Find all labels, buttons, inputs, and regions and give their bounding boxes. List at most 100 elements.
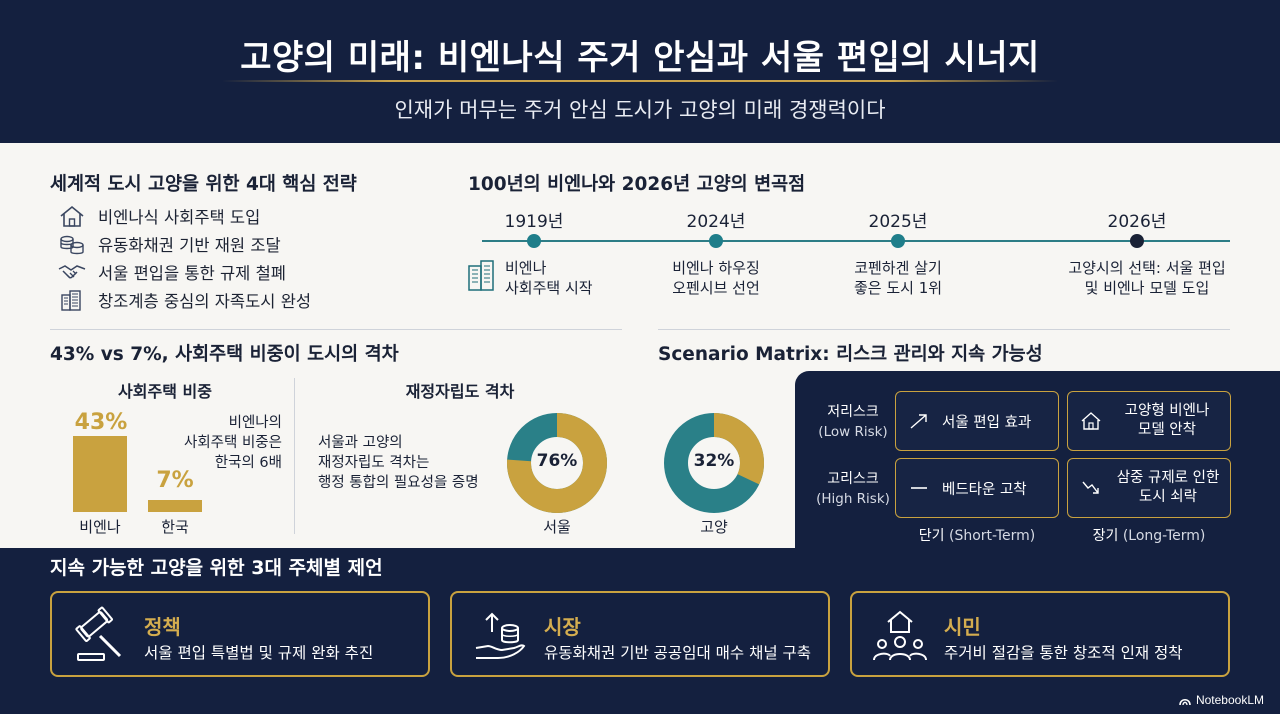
strategies-title: 세계적 도시 고양을 위한 4대 핵심 전략 <box>50 174 357 195</box>
buildings-icon <box>61 290 81 311</box>
timeline-title: 100년의 비엔나와 2026년 고양의 변곡점 <box>468 174 806 195</box>
matrix-cell-text: 삼중 규제로 인한 도시 쇠락 <box>1114 469 1222 507</box>
proposal-desc: 유동화채권 기반 공공임대 매수 채널 구축 <box>544 644 812 662</box>
donut-value: 76% <box>536 451 578 471</box>
fiscal-subtitle: 재정자립도 격차 <box>405 382 515 401</box>
notebooklm-logo-icon <box>1179 698 1191 706</box>
col-label-ko: 단기 <box>918 528 945 544</box>
page-title: 고양의 미래: 비엔나식 주거 안심과 서울 편입의 시너지 <box>240 38 1040 78</box>
donut-value: 32% <box>693 451 735 471</box>
bar-category-label: 비엔나 <box>79 518 121 536</box>
timeline-dot <box>527 234 541 248</box>
gavel-icon <box>75 606 122 661</box>
timeline-line <box>482 240 1230 242</box>
proposals-title: 지속 가능한 고양을 위한 3대 주체별 제언 <box>50 557 383 579</box>
bar-value-label: 7% <box>156 468 194 493</box>
donut-goyang <box>664 413 764 513</box>
strategy-item: 비엔나식 사회주택 도입 <box>58 203 260 229</box>
brand-watermark: NotebookLM <box>1178 693 1264 707</box>
matrix-cell-line: 도시 쇠락 <box>1139 489 1197 505</box>
strategy-label: 창조계층 중심의 자족도시 완성 <box>98 292 312 311</box>
handshake-icon <box>58 265 86 279</box>
timeline-desc-line: 좋은 도시 1위 <box>853 279 943 297</box>
matrix-cell-text: 베드타운 고착 <box>942 481 1027 498</box>
note-line: 비엔나의 <box>228 415 282 431</box>
matrix-cell-text: 서울 편입 효과 <box>942 414 1032 431</box>
proposal-title: 정책 <box>144 615 181 639</box>
strategy-item: 서울 편입을 통한 규제 철폐 <box>58 259 286 285</box>
strategy-label: 서울 편입을 통한 규제 철폐 <box>98 264 286 283</box>
proposal-band <box>0 548 1280 714</box>
matrix-col-label: 장기 (Long-Term) <box>1067 525 1231 545</box>
column-divider <box>294 378 295 534</box>
community-icon <box>873 610 927 661</box>
gap-title: 43% vs 7%, 사회주택 비중이 도시의 격차 <box>50 344 399 365</box>
strategy-label: 유동화채권 기반 재원 조달 <box>98 236 281 255</box>
proposal-card-policy: 정책 서울 편입 특별법 및 규제 완화 추진 <box>50 591 430 677</box>
donut-label: 서울 <box>543 518 571 536</box>
title-divider <box>222 80 1058 82</box>
strategy-item: 유동화채권 기반 재원 조달 <box>58 231 281 257</box>
row-label-en: (Low Risk) <box>818 424 888 440</box>
proposal-title: 시장 <box>544 615 581 639</box>
matrix-row-label: 고리스크 (High Risk) <box>812 469 894 509</box>
brand-name: NotebookLM <box>1195 693 1264 707</box>
matrix-cell: 삼중 규제로 인한 도시 쇠락 <box>1067 458 1231 518</box>
proposal-title: 시민 <box>944 615 981 639</box>
strategy-label: 비엔나식 사회주택 도입 <box>98 208 261 227</box>
note-line: 재정자립도 격차는 <box>318 455 430 471</box>
fiscal-note: 서울과 고양의 재정자립도 격차는 행정 통합의 필요성을 증명 <box>318 433 479 493</box>
matrix-col-label: 단기 (Short-Term) <box>895 525 1059 545</box>
col-label-en: (Short-Term) <box>949 528 1036 544</box>
timeline-desc-line: 비엔나 <box>505 259 547 277</box>
donut-fill <box>507 413 607 513</box>
bar-category-label: 한국 <box>161 518 189 536</box>
timeline-desc-line: 고양시의 선택: 서울 편입 <box>1068 259 1226 277</box>
bar-korea <box>148 500 202 512</box>
matrix-row-label: 저리스크 (Low Risk) <box>812 402 894 442</box>
timeline-desc-line: 비엔나 하우징 <box>672 259 760 277</box>
section-divider <box>658 329 1230 330</box>
trend-up-icon <box>910 414 927 429</box>
col-label-ko: 장기 <box>1092 528 1119 544</box>
social-housing-subtitle: 사회주택 비중 <box>118 382 212 401</box>
matrix-cell: 베드타운 고착 <box>895 458 1059 518</box>
matrix-cell-line: 고양형 비엔나 <box>1124 403 1210 419</box>
trend-down-icon <box>1082 481 1099 494</box>
note-line: 사회주택 비중은 <box>184 435 282 451</box>
note-line: 한국의 6배 <box>214 455 282 471</box>
donut-seoul <box>507 413 607 513</box>
bar-value-label: 43% <box>74 410 128 435</box>
row-label-ko: 저리스크 <box>827 404 879 420</box>
matrix-cell-line: 모델 안착 <box>1138 422 1196 438</box>
flat-line-icon <box>911 487 927 489</box>
section-divider <box>50 329 622 330</box>
timeline-desc-line: 및 비엔나 모델 도입 <box>1084 279 1210 297</box>
timeline-desc-line: 사회주택 시작 <box>505 279 593 297</box>
col-label-en: (Long-Term) <box>1122 528 1206 544</box>
building-icon <box>468 260 494 291</box>
timeline-year: 1919년 <box>504 212 564 232</box>
house-icon <box>60 205 84 227</box>
row-label-en: (High Risk) <box>816 491 890 507</box>
matrix-cell: 서울 편입 효과 <box>895 391 1059 451</box>
timeline-dot <box>891 234 905 248</box>
timeline-year: 2026년 <box>1107 212 1167 232</box>
page-subtitle: 인재가 머무는 주거 안심 도시가 고양의 미래 경쟁력이다 <box>394 98 886 122</box>
proposal-card-citizen: 시민 주거비 절감을 통한 창조적 인재 정착 <box>850 591 1230 677</box>
proposal-desc: 주거비 절감을 통한 창조적 인재 정착 <box>944 644 1183 662</box>
timeline-desc-line: 오펜시브 선언 <box>672 279 760 297</box>
timeline-year: 2024년 <box>686 212 746 232</box>
donut-fill <box>664 413 764 513</box>
donut-label: 고양 <box>700 518 728 536</box>
row-label-ko: 고리스크 <box>827 471 879 487</box>
social-housing-note: 비엔나의 사회주택 비중은 한국의 6배 <box>170 413 282 473</box>
matrix-title: Scenario Matrix: 리스크 관리와 지속 가능성 <box>658 344 1043 365</box>
header-band <box>0 0 1280 143</box>
strategy-item: 창조계층 중심의 자족도시 완성 <box>58 287 311 313</box>
proposal-desc: 서울 편입 특별법 및 규제 완화 추진 <box>144 644 374 662</box>
